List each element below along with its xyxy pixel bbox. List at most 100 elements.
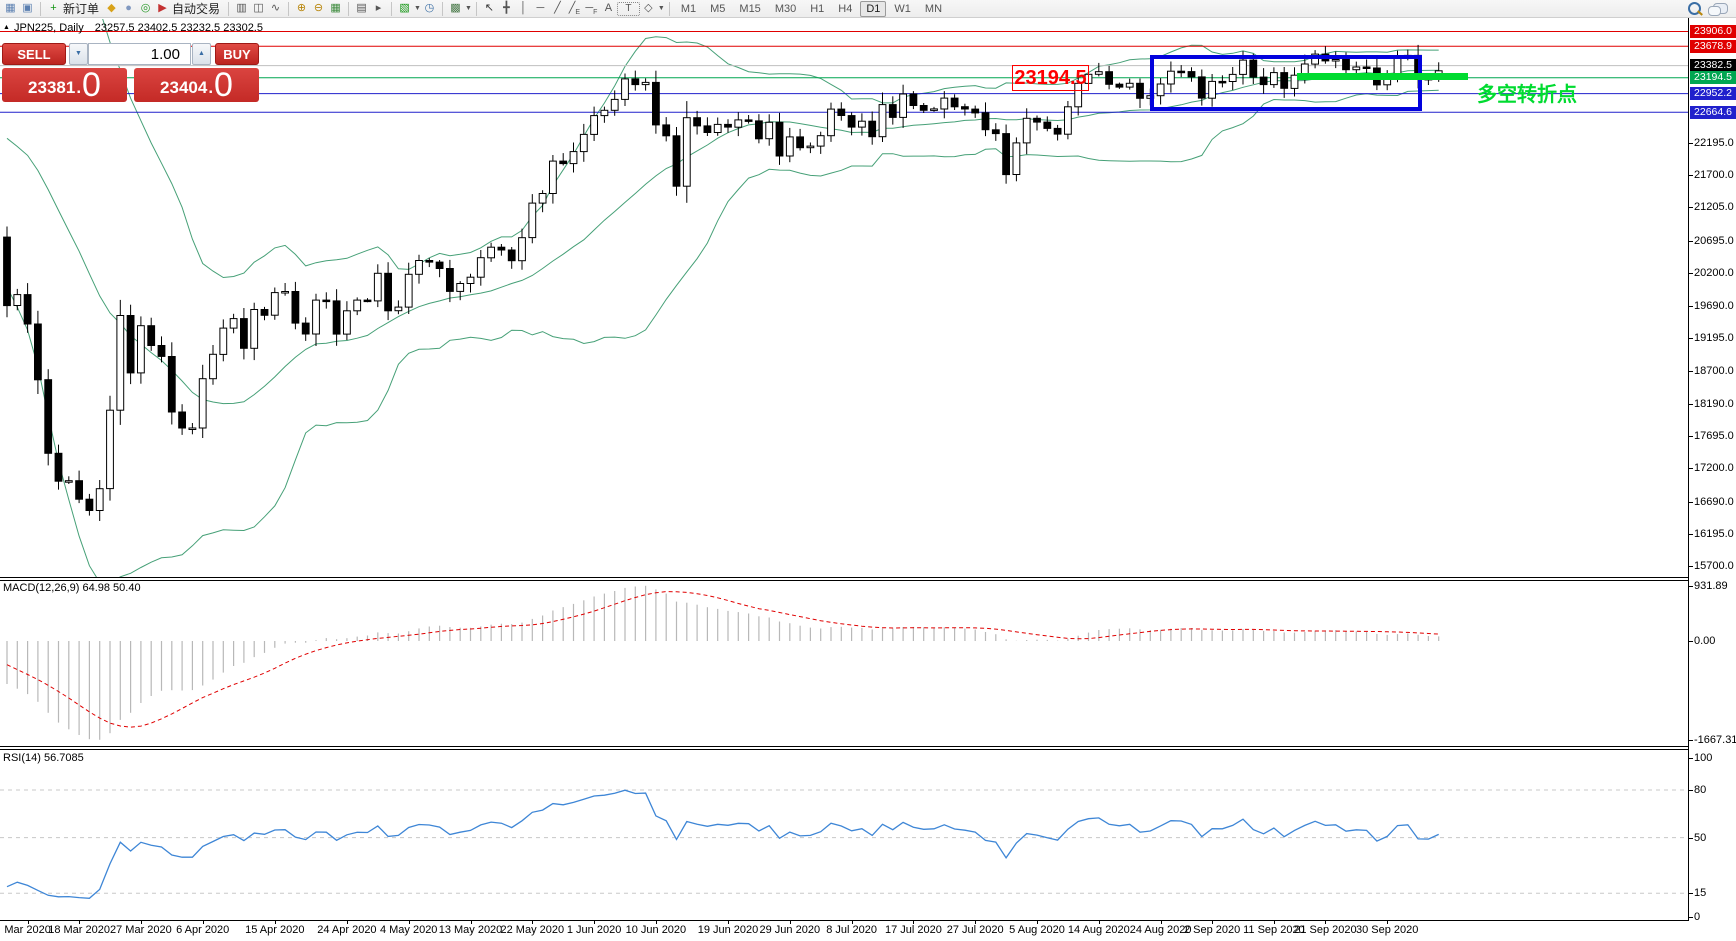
- dropdown-caret-icon[interactable]: ▼: [414, 5, 421, 12]
- price-badge-23194.5: 23194.5: [1690, 71, 1736, 85]
- new-order-icon[interactable]: +: [50, 1, 57, 14]
- timeframe-h4[interactable]: H4: [838, 2, 853, 15]
- bull-candle: [281, 291, 290, 294]
- zoom-in-icon[interactable]: ⊕: [296, 1, 307, 14]
- bull-candle: [106, 409, 114, 490]
- bear-candle: [3, 236, 11, 307]
- line-chart-icon[interactable]: ∿: [270, 1, 281, 14]
- bear-candle: [1187, 71, 1196, 78]
- search-icon[interactable]: [1688, 2, 1701, 15]
- bear-candle: [950, 97, 959, 108]
- bull-candle: [1239, 59, 1247, 75]
- rsi-line: [6, 789, 1439, 899]
- bear-candle: [961, 106, 969, 110]
- buy-button[interactable]: BUY: [215, 43, 259, 65]
- bear-candle: [672, 135, 681, 187]
- bull-candle: [1270, 72, 1278, 86]
- signal-icon[interactable]: ◎: [140, 1, 151, 14]
- equidistant-channel-icon[interactable]: ╱E: [568, 1, 581, 16]
- price-axis-tick: 20695.0: [1694, 234, 1734, 247]
- turning-point-note[interactable]: 多空转折点: [1477, 84, 1577, 106]
- profile-icon[interactable]: ●: [125, 1, 132, 14]
- price-badge-23678.9: 23678.9: [1690, 39, 1736, 53]
- pane-separator[interactable]: [0, 746, 1689, 747]
- tile-windows-icon[interactable]: ▦: [330, 1, 341, 14]
- bear-candle: [322, 299, 331, 303]
- new-template-icon[interactable]: ▧: [399, 1, 410, 14]
- styler-icon[interactable]: ◆: [107, 1, 116, 14]
- horizontal-line-icon[interactable]: ─: [536, 1, 545, 14]
- bull-candle: [682, 117, 691, 187]
- autotrade-label[interactable]: 自动交易: [172, 2, 221, 16]
- dropdown-caret-icon[interactable]: ▼: [657, 5, 665, 12]
- pane-separator[interactable]: [0, 920, 1689, 921]
- price-callout-text[interactable]: 23194.5: [1012, 65, 1089, 91]
- macd-signal-line: [6, 591, 1439, 728]
- pane-separator[interactable]: [0, 749, 1689, 750]
- timeframe-m30[interactable]: M30: [774, 2, 797, 15]
- pane-separator[interactable]: [0, 577, 1689, 578]
- bar-chart-icon[interactable]: ▥: [236, 1, 247, 14]
- volume-input[interactable]: [88, 43, 191, 65]
- data-window-icon[interactable]: ▣: [22, 1, 33, 14]
- chart-symbol-period: JPN225, Daily: [14, 22, 84, 34]
- auto-arrange-icon[interactable]: ▤: [356, 1, 367, 14]
- bull-candle: [353, 299, 362, 312]
- volume-decrease-button[interactable]: ▼: [69, 43, 88, 65]
- sell-price-display[interactable]: 23381 . 0: [2, 68, 127, 102]
- fibonacci-icon[interactable]: ─F: [585, 1, 598, 16]
- bull-candle: [415, 260, 423, 275]
- trendline-icon[interactable]: ╱: [554, 1, 561, 14]
- bear-candle: [497, 246, 506, 251]
- sell-button[interactable]: SELL: [2, 43, 66, 65]
- timeframe-m5[interactable]: M5: [710, 2, 726, 15]
- vertical-line-icon[interactable]: │: [519, 1, 527, 14]
- new-order-label[interactable]: 新订单: [63, 2, 100, 16]
- date-label: 30 Sep 2020: [1355, 924, 1419, 936]
- bull-candle: [137, 325, 145, 374]
- candlestick-chart-icon[interactable]: ◫: [253, 1, 264, 14]
- indicators-icon[interactable]: ▩: [450, 1, 461, 14]
- consolidation-range-box[interactable]: [1150, 55, 1422, 111]
- pane-separator[interactable]: [0, 580, 1689, 581]
- bear-candle: [868, 120, 877, 138]
- bear-candle: [919, 105, 928, 111]
- arrows-icon[interactable]: ◇: [644, 1, 653, 14]
- timeframe-m1[interactable]: M1: [680, 2, 697, 15]
- bull-candle: [1012, 142, 1021, 175]
- bull-candle: [528, 202, 537, 239]
- text-icon[interactable]: A: [604, 1, 613, 14]
- bull-candle: [785, 136, 794, 157]
- bull-candle: [270, 292, 279, 316]
- chart-shift-icon[interactable]: ▸: [375, 1, 382, 14]
- bull-candle: [878, 104, 887, 138]
- zoom-out-icon[interactable]: ⊖: [313, 1, 324, 14]
- cursor-icon[interactable]: ↖: [484, 1, 495, 14]
- bear-candle: [631, 78, 640, 86]
- bear-candle: [847, 115, 856, 128]
- clock-icon[interactable]: ◷: [424, 1, 435, 14]
- bull-candle: [734, 119, 743, 128]
- support-level-bar[interactable]: [1297, 73, 1468, 80]
- autotrade-icon[interactable]: ▶: [158, 1, 167, 14]
- market-watch-icon[interactable]: ▦: [5, 1, 16, 14]
- timeframe-d1[interactable]: D1: [860, 0, 887, 17]
- label-icon[interactable]: T: [616, 2, 640, 16]
- collapse-arrow-icon[interactable]: ▲: [3, 24, 10, 31]
- volume-increase-button[interactable]: ▲: [192, 43, 211, 65]
- buy-price-display[interactable]: 23404 . 0: [134, 68, 259, 102]
- timeframe-w1[interactable]: W1: [894, 2, 911, 15]
- bear-candle: [23, 294, 32, 325]
- bull-candle: [487, 246, 496, 259]
- dropdown-caret-icon[interactable]: ▼: [464, 5, 472, 12]
- bull-candle: [930, 108, 938, 111]
- bull-candle: [569, 151, 578, 165]
- timeframe-m15[interactable]: M15: [739, 2, 761, 15]
- crosshair-icon[interactable]: ╋: [503, 1, 510, 14]
- price-axis-tick: 19195.0: [1694, 332, 1734, 345]
- chat-icon[interactable]: [1708, 3, 1728, 16]
- timeframe-mn[interactable]: MN: [924, 2, 943, 15]
- timeframe-h1[interactable]: H1: [810, 2, 825, 15]
- bear-candle: [1002, 133, 1011, 176]
